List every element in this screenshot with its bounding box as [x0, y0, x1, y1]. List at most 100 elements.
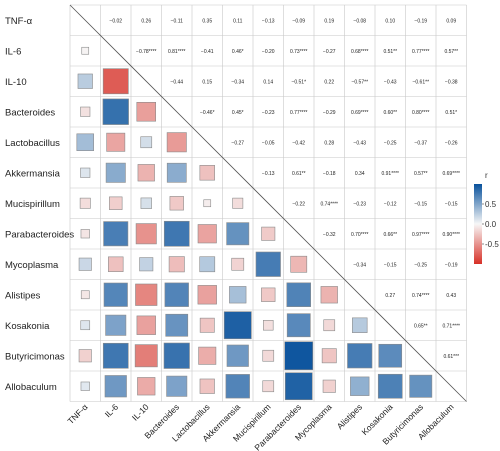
corr-square: [80, 290, 90, 300]
corr-value-label: 0.73****: [290, 49, 308, 55]
corr-square: [232, 197, 244, 209]
corr-square: [262, 349, 275, 362]
row-label: Mucispirillum: [5, 199, 60, 210]
corr-value-label: −0.09: [292, 18, 305, 24]
corr-value-label: −0.25: [414, 262, 427, 268]
corr-value-label: −0.22: [292, 201, 305, 207]
corr-value-label: 0.65**: [414, 323, 428, 329]
legend-color-bar: [474, 184, 482, 264]
legend-title: r: [485, 171, 488, 180]
corr-square: [203, 199, 212, 208]
corr-value-label: 0.45*: [232, 110, 244, 116]
row-label: Kosakonia: [5, 321, 50, 332]
corr-value-label: −0.20: [262, 49, 275, 55]
row-label: TNF-α: [5, 16, 33, 27]
corr-square: [135, 223, 157, 245]
corr-square: [166, 132, 187, 153]
corr-value-label: 0.74****: [320, 201, 338, 207]
column-label: IL-10: [130, 402, 151, 423]
corr-value-label: 0.90****: [442, 232, 460, 238]
row-label: Lactobacillus: [5, 138, 60, 149]
corr-value-label: 0.91****: [381, 171, 399, 177]
corr-square: [134, 344, 158, 368]
corr-value-label: 0.57**: [414, 171, 428, 177]
corr-square: [226, 222, 250, 246]
corr-square: [109, 196, 123, 210]
column-label: Alistipes: [335, 402, 364, 431]
corr-square: [164, 282, 189, 307]
corr-value-label: −0.61**: [412, 79, 429, 85]
corr-square: [197, 285, 217, 305]
corr-value-label: −0.23: [262, 110, 275, 116]
corr-value-label: 0.26: [141, 18, 151, 24]
corr-square: [137, 164, 155, 182]
corr-value-label: −0.42: [292, 140, 305, 146]
corr-square: [352, 317, 368, 333]
corr-square: [80, 381, 90, 391]
corr-value-label: 0.51*: [445, 110, 457, 116]
corr-square: [255, 251, 281, 277]
corr-value-label: −0.13: [262, 18, 275, 24]
corr-square: [223, 311, 252, 340]
corr-value-label: −0.08: [353, 18, 366, 24]
corr-square: [106, 132, 126, 152]
corr-value-label: −0.44: [170, 79, 183, 85]
corr-value-label: −0.32: [323, 232, 336, 238]
corr-square: [321, 348, 337, 364]
column-label: TNF-α: [65, 402, 89, 426]
corr-value-label: 0.80****: [412, 110, 430, 116]
corr-square: [80, 320, 91, 331]
corr-square: [136, 102, 157, 122]
diagonal-line: [69, 4, 467, 402]
corr-square: [284, 341, 314, 371]
corr-value-label: 0.60**: [383, 110, 397, 116]
corr-square: [163, 342, 190, 369]
corr-square: [199, 317, 215, 333]
legend-tick-label: 0.5: [485, 200, 497, 209]
corr-square: [263, 320, 274, 331]
corr-square: [136, 315, 156, 335]
row-label: Akkermansia: [5, 168, 61, 179]
corr-value-label: 0.22: [324, 79, 334, 85]
corr-square: [169, 196, 184, 211]
corr-value-label: −0.34: [353, 262, 366, 268]
corr-value-label: −0.43: [353, 140, 366, 146]
corr-value-label: 0.69****: [351, 110, 369, 116]
corr-value-label: 0.27: [385, 293, 395, 299]
column-label: IL-6: [103, 402, 121, 420]
corr-value-label: 0.43: [446, 293, 456, 299]
corr-square: [140, 136, 153, 149]
corr-square: [262, 380, 275, 393]
corr-value-label: 0.57**: [444, 49, 458, 55]
corr-value-label: 0.09: [446, 18, 456, 24]
corr-value-label: 0.81****: [168, 49, 186, 55]
row-label: Mycoplasma: [5, 260, 59, 271]
corr-value-label: −0.43: [384, 79, 397, 85]
corr-value-label: −0.38: [445, 79, 458, 85]
corr-value-label: −0.15: [384, 262, 397, 268]
corr-square: [286, 282, 311, 307]
corr-square: [261, 226, 276, 241]
corr-value-label: 0.69****: [442, 171, 460, 177]
corr-value-label: −0.19: [414, 18, 427, 24]
corr-square: [350, 376, 370, 396]
corr-value-label: −0.23: [353, 201, 366, 207]
legend-tick-label: -0.5: [485, 240, 499, 249]
corr-square: [140, 197, 152, 209]
corr-value-label: −0.46*: [200, 110, 215, 116]
corr-square: [102, 98, 129, 125]
corr-value-label: 0.28: [324, 140, 334, 146]
corr-value-label: −0.34: [231, 79, 244, 85]
corr-value-label: −0.02: [109, 18, 122, 24]
corr-value-label: 0.71****: [442, 323, 460, 329]
corr-square: [102, 342, 129, 369]
corr-square: [323, 319, 336, 332]
corr-value-label: −0.12: [384, 201, 397, 207]
corr-square: [322, 379, 336, 393]
corr-value-label: 0.14: [263, 79, 273, 85]
row-label: Parabacteroides: [5, 229, 74, 240]
corr-value-label: −0.13: [262, 171, 275, 177]
corr-square: [104, 375, 127, 398]
corr-square: [197, 224, 217, 244]
corr-value-label: −0.18: [323, 171, 336, 177]
